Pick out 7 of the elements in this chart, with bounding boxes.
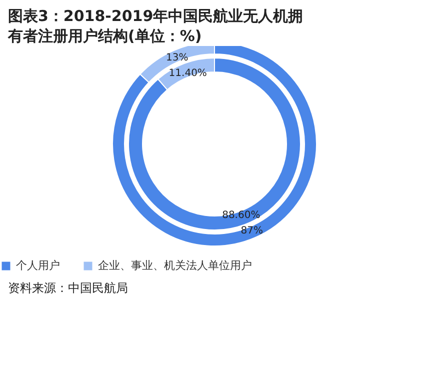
text: 资料来源：中国民航局 [7, 280, 129, 297]
chart-title: 图表3：2018-2019年中国民航业无人机拥有者注册用户结构(单位：%) [6, 6, 304, 46]
data-label: 13% [166, 52, 188, 64]
legend-label: 企业、事业、机关法人单位用户 [98, 259, 252, 272]
data-label: 11.40% [168, 68, 207, 79]
legend-label: 个人用户 [16, 259, 60, 272]
data-label: 87% [240, 225, 263, 236]
